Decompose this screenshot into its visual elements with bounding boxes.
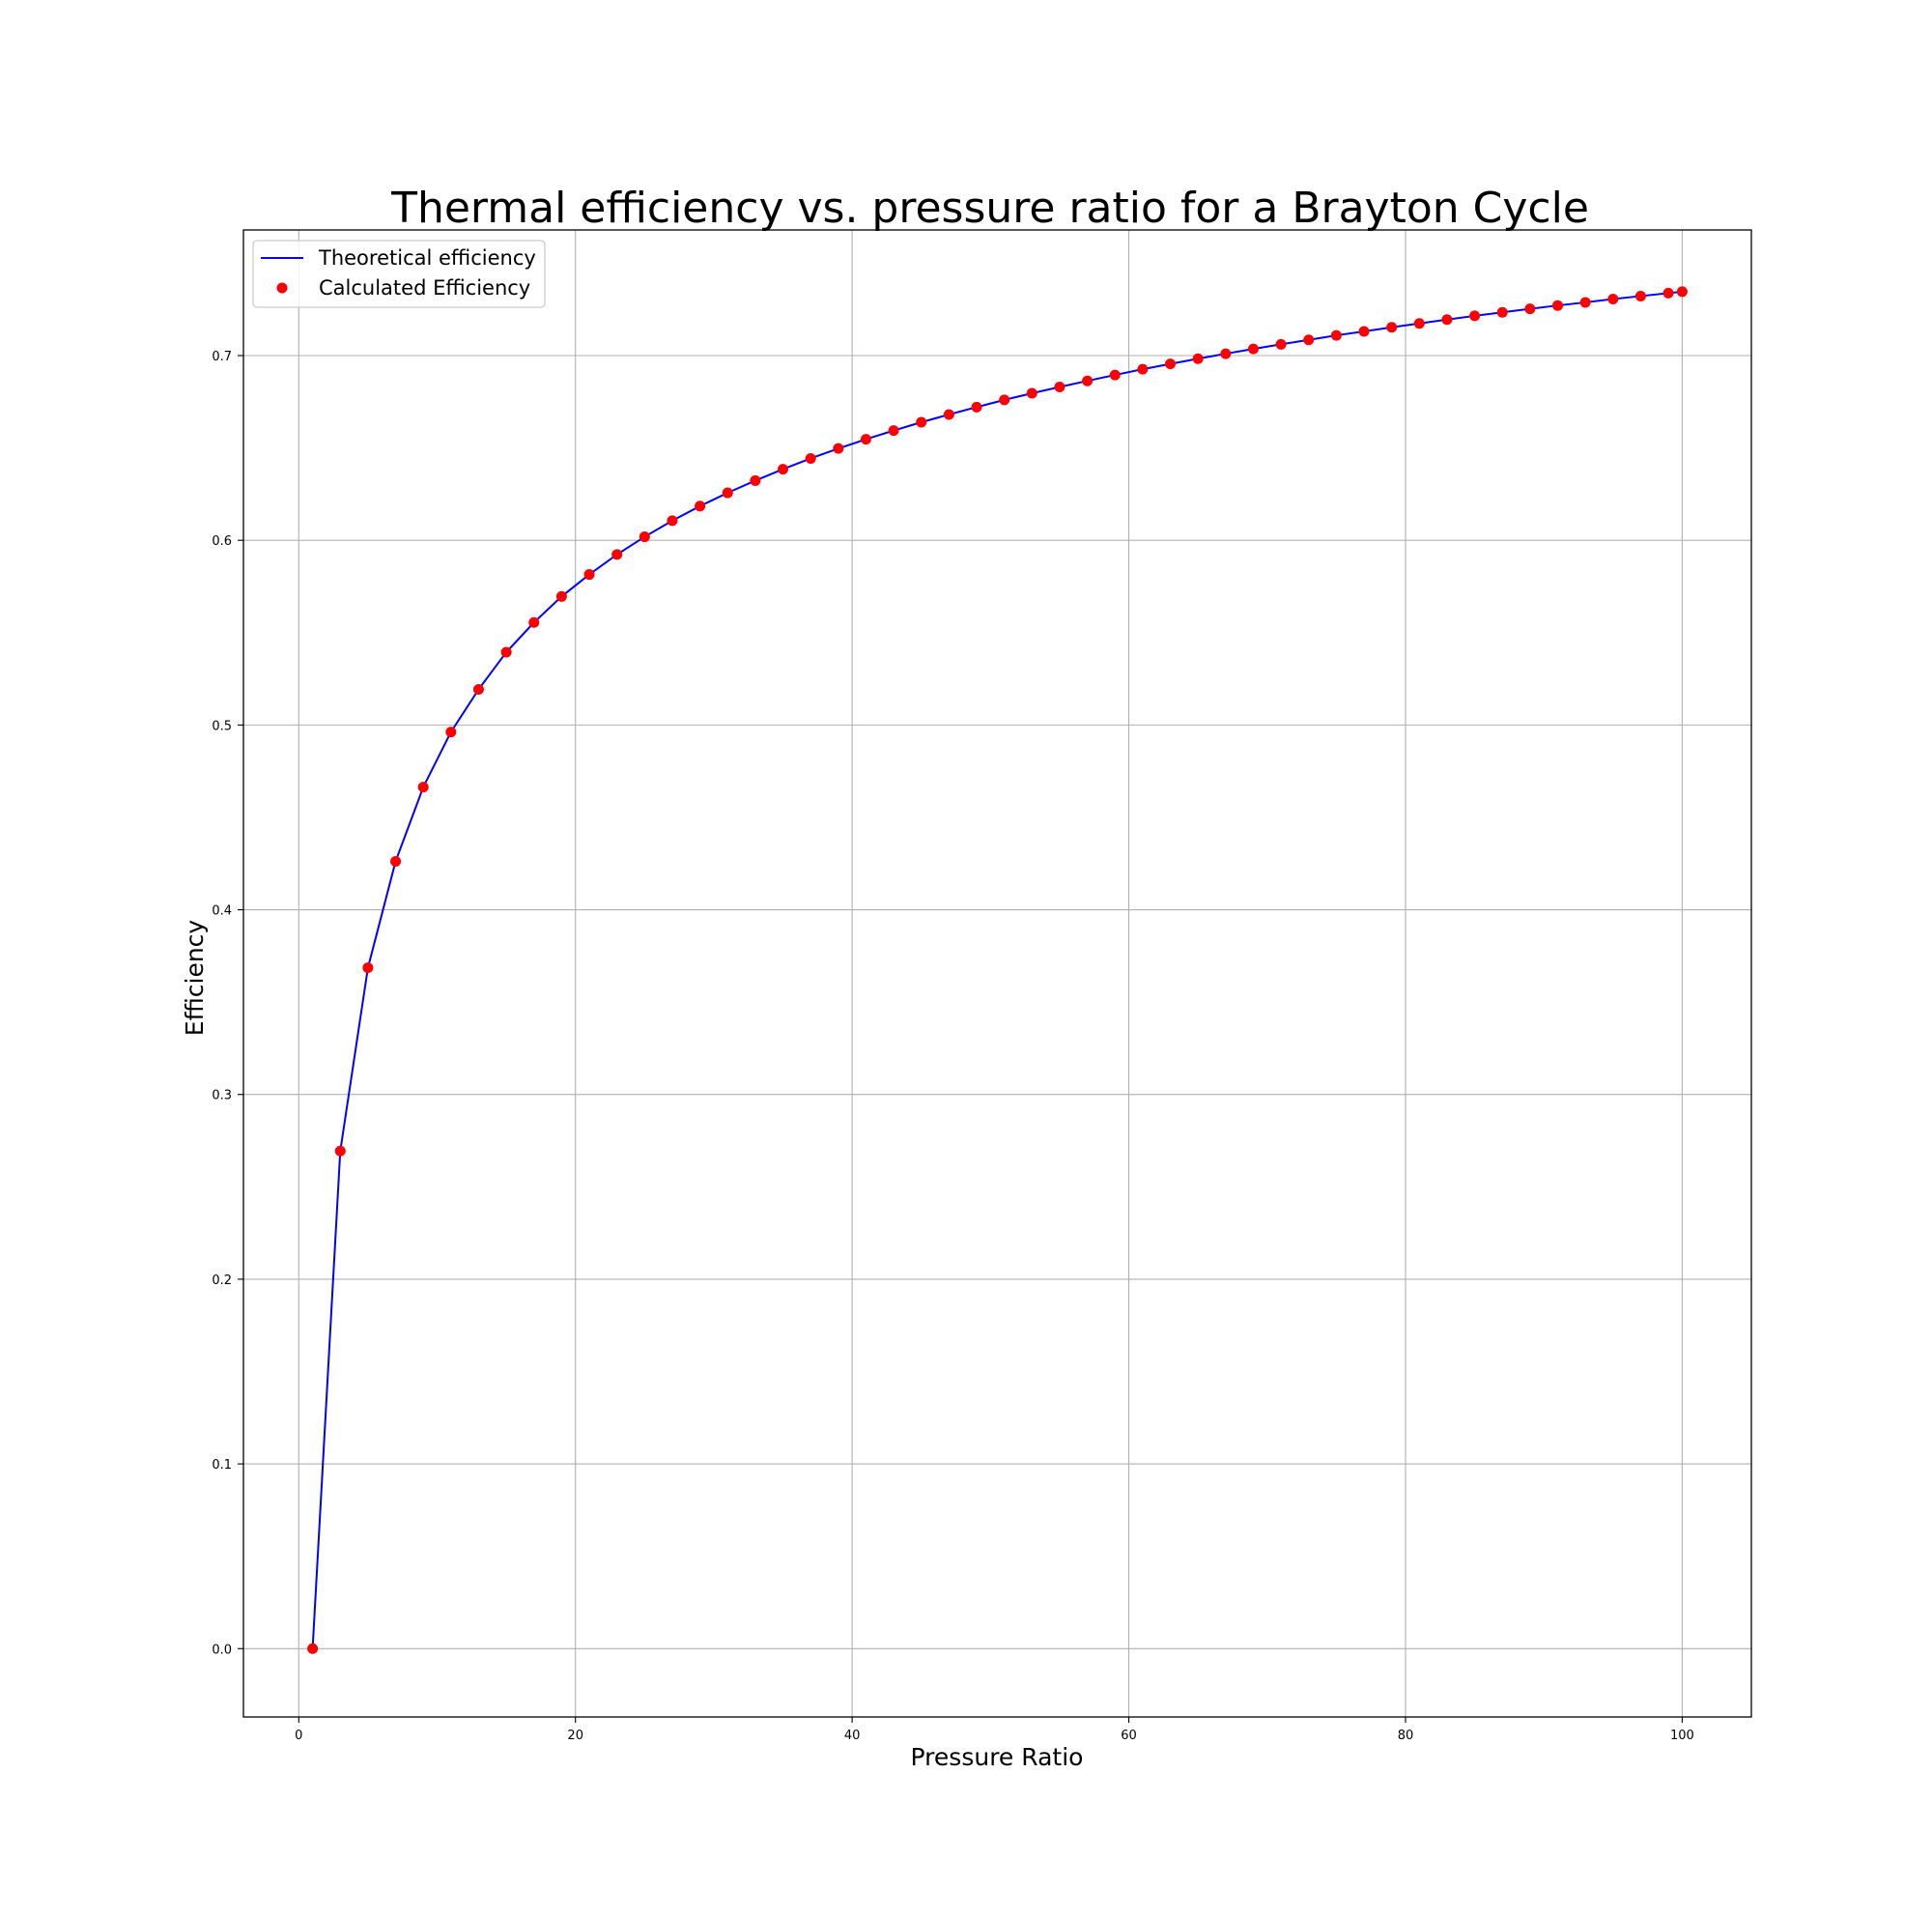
y-tick-label: 0.4 — [212, 904, 232, 919]
calculated-efficiency-point — [1496, 306, 1508, 318]
calculated-efficiency-point — [390, 855, 402, 867]
calculated-efficiency-point — [860, 434, 871, 445]
theoretical-efficiency-line — [311, 290, 1683, 1649]
x-axis-label: Pressure Ratio — [911, 1743, 1084, 1771]
axis-ticks: 0 20 40 60 80 100 0.0 0.1 0.2 0.3 0.4 0.5 0.6 0.7 — [212, 350, 1693, 1743]
calculated-efficiency-point — [1676, 286, 1688, 298]
calculated-efficiency-point — [1192, 353, 1204, 364]
calculated-efficiency-point — [1607, 294, 1619, 304]
calculated-efficiency-point — [1413, 318, 1425, 329]
legend-marker-swatch — [276, 282, 288, 294]
calculated-efficiency-point — [417, 782, 429, 793]
calculated-efficiency-point — [1358, 326, 1370, 337]
legend-label-calculated: Calculated Efficiency — [319, 276, 530, 300]
y-tick-label: 0.2 — [212, 1273, 232, 1288]
plot-area-frame — [242, 229, 1752, 1718]
x-tick-label: 100 — [1670, 1729, 1694, 1743]
calculated-efficiency-point — [445, 727, 457, 738]
calculated-efficiency-point — [805, 452, 816, 464]
y-tick-label: 0.0 — [212, 1643, 232, 1657]
calculated-efficiency-point — [667, 515, 678, 527]
calculated-efficiency-point — [639, 531, 650, 543]
plot-series — [307, 286, 1688, 1654]
y-tick-label: 0.7 — [212, 350, 232, 364]
calculated-efficiency-point — [1054, 382, 1065, 392]
calculated-efficiency-point — [1579, 297, 1591, 308]
calculated-efficiency-point — [1165, 358, 1177, 370]
grid-lines — [243, 230, 1751, 1717]
calculated-efficiency-point — [971, 401, 982, 413]
calculated-efficiency-point — [528, 616, 540, 628]
calculated-efficiency-point — [778, 464, 789, 475]
calculated-efficiency-point — [1441, 314, 1453, 326]
x-tick-label: 40 — [844, 1729, 861, 1743]
calculated-efficiency-point — [1552, 300, 1563, 311]
calculated-efficiency-point — [722, 487, 733, 499]
y-tick-label: 0.3 — [212, 1089, 232, 1103]
calculated-efficiency-point — [472, 683, 484, 695]
y-tick-label: 0.1 — [212, 1458, 232, 1473]
x-tick-label: 20 — [567, 1729, 583, 1743]
calculated-efficiency-point — [1524, 303, 1536, 315]
calculated-efficiency-point — [334, 1145, 346, 1157]
calculated-efficiency-point — [307, 1643, 319, 1654]
calculated-efficiency-point — [583, 569, 595, 581]
y-axis-label: Efficiency — [181, 920, 209, 1037]
calculated-efficiency-point — [695, 501, 706, 512]
calculated-efficiency-point — [750, 474, 761, 486]
calculated-efficiency-point — [1275, 338, 1287, 350]
calculated-efficiency-point — [1137, 363, 1149, 375]
calculated-efficiency-point — [1026, 387, 1037, 399]
y-tick-label: 0.6 — [212, 534, 232, 549]
calculated-efficiency-point — [1662, 287, 1674, 299]
y-tick-label: 0.5 — [212, 719, 232, 733]
calculated-efficiency-point — [833, 443, 844, 454]
calculated-efficiency-point — [1634, 290, 1646, 301]
calculated-efficiency-point — [611, 549, 623, 560]
calculated-efficiency-point — [1109, 369, 1121, 381]
calculated-efficiency-point — [1330, 329, 1342, 341]
calculated-efficiency-point — [1082, 375, 1094, 386]
calculated-efficiency-point — [555, 590, 567, 602]
calculated-efficiency-point — [888, 425, 899, 437]
legend-label-theoretical: Theoretical efficiency — [318, 246, 536, 270]
calculated-efficiency-point — [1386, 322, 1398, 333]
calculated-efficiency-point — [1220, 348, 1232, 359]
calculated-efficiency-point — [500, 646, 512, 658]
x-tick-label: 0 — [295, 1729, 302, 1743]
x-tick-label: 80 — [1398, 1729, 1414, 1743]
x-tick-label: 60 — [1121, 1729, 1137, 1743]
calculated-efficiency-point — [362, 962, 374, 974]
calculated-efficiency-point — [916, 416, 927, 428]
calculated-efficiency-point — [943, 409, 954, 420]
calculated-efficiency-point — [999, 394, 1010, 406]
calculated-efficiency-point — [1469, 310, 1481, 322]
calculated-efficiency-point — [1247, 343, 1259, 355]
calculated-efficiency-point — [1303, 334, 1315, 346]
legend-box — [252, 240, 546, 308]
legend: Theoretical efficiency Calculated Effici… — [252, 240, 546, 308]
chart-title: Thermal efficiency vs. pressure ratio fo… — [390, 184, 1589, 233]
